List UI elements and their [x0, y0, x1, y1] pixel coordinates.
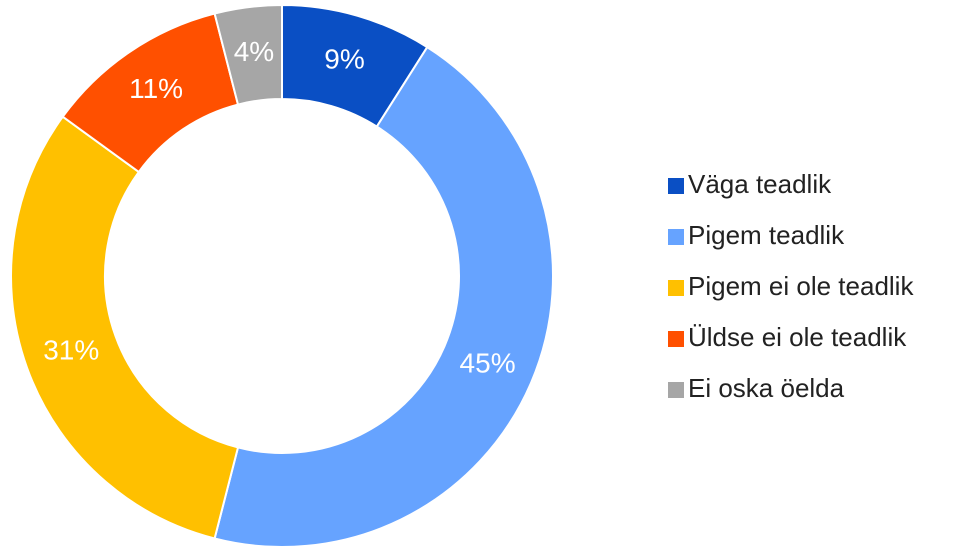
data-label: 11% [129, 73, 183, 104]
data-label: 9% [324, 43, 364, 74]
donut-slice [213, 45, 554, 548]
legend-label: Üldse ei ole teadlik [688, 322, 907, 352]
legend-swatch [668, 382, 684, 398]
donut-slice [213, 3, 283, 106]
legend-swatch [668, 178, 684, 194]
legend-swatch [668, 229, 684, 245]
data-label: 4% [234, 36, 274, 67]
data-label: 31% [43, 334, 99, 365]
legend-label: Ei oska öelda [688, 373, 845, 403]
legend-swatch [668, 331, 684, 347]
legend-label: Pigem teadlik [688, 220, 845, 250]
legend-swatch [668, 280, 684, 296]
legend-label: Väga teadlik [688, 169, 832, 199]
donut-slice [10, 115, 240, 540]
legend-label: Pigem ei ole teadlik [688, 271, 914, 301]
data-label: 45% [460, 347, 516, 378]
